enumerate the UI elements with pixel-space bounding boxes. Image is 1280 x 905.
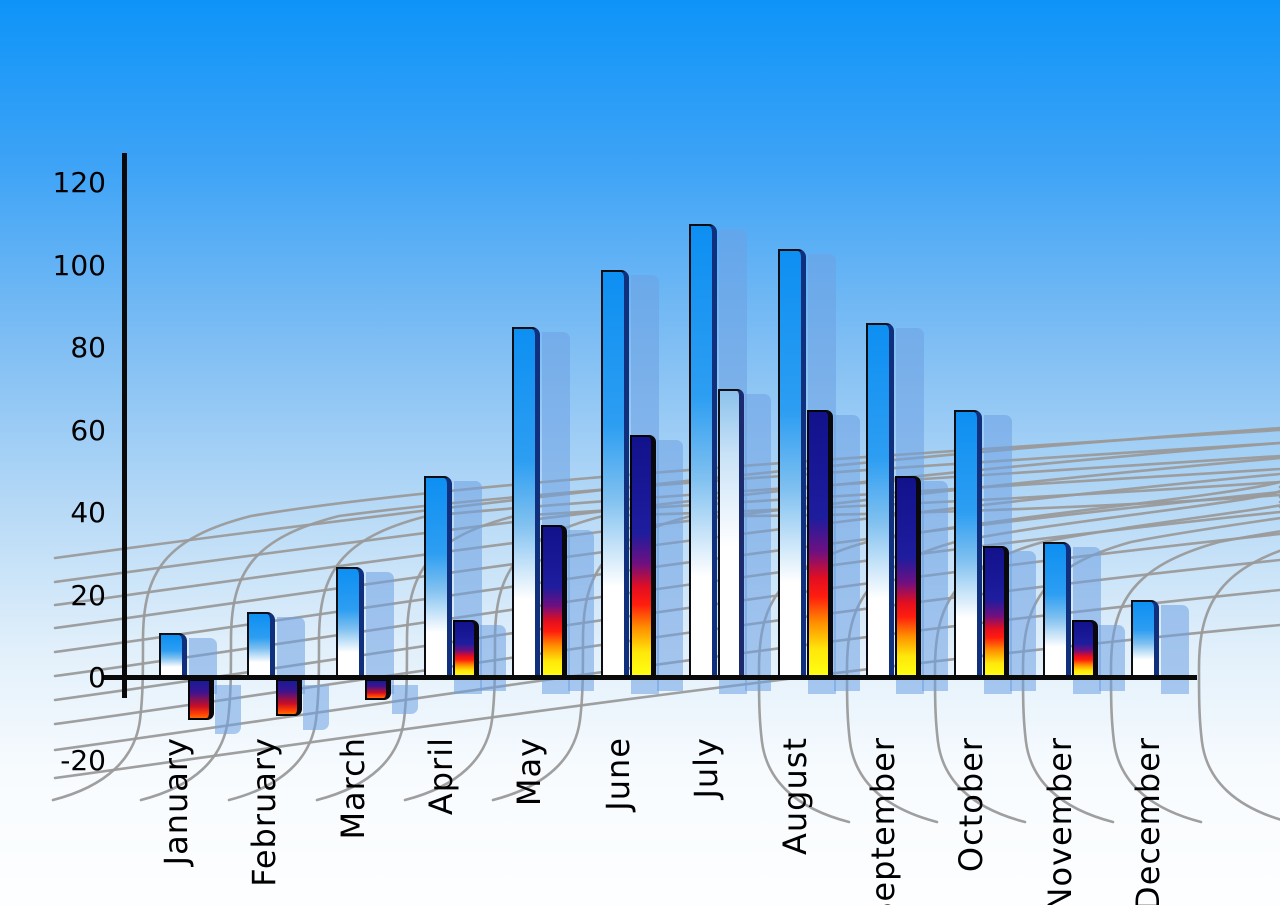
bar-january-secondary	[188, 679, 214, 720]
shadow-january-secondary	[215, 685, 241, 734]
y-tick-120: 120	[52, 166, 106, 199]
bar-april-primary	[424, 476, 452, 678]
y-tick-40: 40	[70, 496, 106, 529]
bar-may-primary	[512, 327, 540, 678]
bar-october-secondary	[983, 546, 1009, 678]
shadow-july-secondary	[745, 394, 771, 691]
bar-july-secondary	[718, 389, 744, 678]
y-tick-60: 60	[70, 414, 106, 447]
y-tick-20: 20	[70, 579, 106, 612]
x-label-november: November	[1041, 737, 1079, 905]
bar-february-secondary	[276, 679, 302, 716]
y-tick-100: 100	[52, 249, 106, 282]
bar-october-primary	[954, 410, 982, 678]
shadow-march-primary	[366, 572, 394, 694]
y-tick--20: -20	[60, 744, 106, 777]
y-tick-80: 80	[70, 331, 106, 364]
shadow-may-secondary	[568, 530, 594, 691]
x-label-january: January	[157, 737, 195, 866]
bar-june-secondary	[630, 435, 656, 678]
shadow-october-secondary	[1010, 551, 1036, 691]
bar-june-primary	[601, 270, 629, 678]
bar-november-primary	[1043, 542, 1071, 678]
y-axis-line	[122, 153, 127, 698]
bar-may-secondary	[541, 525, 567, 678]
x-label-february: February	[245, 737, 283, 887]
bar-march-secondary	[365, 679, 391, 700]
bar-august-primary	[778, 249, 806, 678]
x-label-april: April	[422, 737, 460, 816]
x-label-july: July	[687, 737, 725, 799]
shadow-december-primary	[1161, 605, 1189, 694]
bar-july-primary	[689, 224, 717, 678]
x-label-september: September	[864, 737, 902, 905]
shadow-june-secondary	[657, 440, 683, 691]
bar-september-secondary	[895, 476, 921, 678]
x-label-august: August	[776, 737, 814, 855]
bar-january-primary	[159, 633, 187, 678]
x-axis-line	[103, 675, 1197, 680]
x-label-march: March	[334, 737, 372, 840]
x-label-may: May	[510, 737, 548, 807]
bar-december-primary	[1131, 600, 1159, 678]
x-label-december: December	[1129, 737, 1167, 905]
bar-april-secondary	[453, 620, 479, 678]
x-label-october: October	[952, 737, 990, 873]
shadow-september-secondary	[922, 481, 948, 691]
x-label-june: June	[599, 737, 637, 811]
shadow-november-secondary	[1099, 625, 1125, 691]
bar-march-primary	[336, 567, 364, 678]
bar-november-secondary	[1072, 620, 1098, 678]
shadow-april-secondary	[480, 625, 506, 691]
shadow-february-secondary	[303, 685, 329, 730]
shadow-march-secondary	[392, 685, 418, 714]
bar-september-primary	[866, 323, 894, 678]
bar-february-primary	[247, 612, 275, 678]
shadow-august-secondary	[834, 415, 860, 691]
bar-august-secondary	[807, 410, 833, 678]
y-tick-0: 0	[88, 661, 106, 694]
